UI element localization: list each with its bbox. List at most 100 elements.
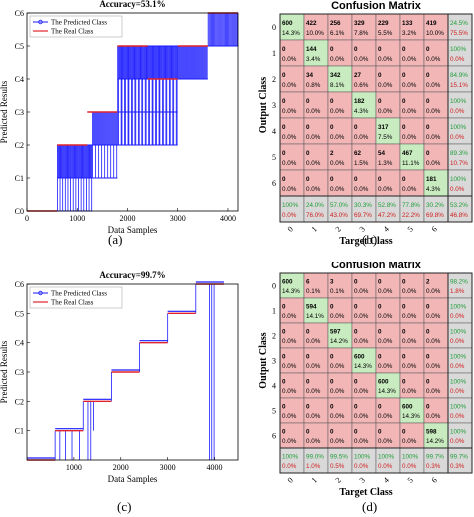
cell-count: 0	[378, 72, 382, 79]
cell-percent: 10.7%	[450, 160, 468, 167]
cell-percent: 0.0%	[402, 438, 417, 445]
cell-percent: 0.0%	[378, 313, 393, 320]
cell-count: 600	[282, 279, 293, 286]
cell-error: 3 0.1%	[327, 272, 353, 299]
x-tick-label: 4000	[220, 214, 236, 223]
cell-count: 600	[402, 404, 413, 411]
cell-background	[303, 272, 329, 299]
cell-error: 0 0.0%	[279, 91, 305, 119]
cell-error: 0 0.0%	[351, 322, 377, 349]
cell-percent: 8.1%	[330, 82, 345, 89]
cell-count: 100%	[450, 404, 467, 411]
cell-count: 229	[378, 20, 389, 27]
cell-correct: 144 3.4%	[303, 39, 329, 67]
cell-error: 0 0.0%	[399, 422, 425, 449]
cell-percent: 0.0%	[426, 388, 441, 395]
cell-error: 54 1.3%	[375, 143, 401, 171]
cell-percent: 14.2%	[426, 438, 444, 445]
row-summary-cell: 100% 0.0%	[447, 347, 473, 374]
cell-count: 53.2%	[450, 202, 468, 209]
y-tick-label: C4	[15, 339, 24, 348]
col-label: 6	[430, 476, 439, 485]
row-label: 2	[272, 332, 276, 341]
cell-background	[375, 272, 401, 299]
cell-correct: 594 14.1%	[303, 297, 329, 324]
cell-background	[447, 322, 473, 349]
cell-percent: 10.0%	[306, 30, 324, 37]
chart-title: Accuracy=99.7%	[99, 270, 165, 280]
col-label: 6	[430, 225, 439, 234]
cell-count: 0	[330, 404, 334, 411]
x-axis-label: Data Samples	[108, 225, 158, 235]
y-axis-label: Output Class	[258, 332, 269, 389]
cell-count: 0	[330, 429, 334, 436]
x-tick-label: 0	[25, 214, 29, 223]
col-summary-cell: 99.5% 0.5%	[327, 447, 353, 474]
cell-percent: 0.0%	[378, 186, 393, 193]
cell-count: 0	[306, 354, 310, 361]
cell-percent: 0.0%	[450, 186, 465, 193]
cell-percent: 0.0%	[450, 338, 465, 345]
cell-background	[351, 39, 377, 67]
row-label: 6	[272, 432, 276, 441]
legend-box	[29, 286, 123, 309]
y-tick-label: C1	[15, 174, 24, 183]
cell-percent: 0.1%	[330, 288, 345, 295]
cell-error: 0 0.0%	[303, 422, 329, 449]
cell-count: 0	[330, 98, 334, 105]
cell-error: 0 0.0%	[327, 39, 353, 67]
cell-count: 0	[354, 176, 358, 183]
cell-error: 0 0.0%	[375, 169, 401, 197]
cell-background	[447, 65, 473, 93]
legend-real-label: The Real Class	[51, 28, 94, 36]
cell-background	[279, 397, 305, 424]
cell-count: 0	[282, 150, 286, 157]
cell-percent: 0.0%	[354, 438, 369, 445]
cell-percent: 0.0%	[426, 363, 441, 370]
cell-count: 0	[378, 329, 382, 336]
cell-count: 0	[282, 354, 286, 361]
cell-count: 181	[426, 176, 437, 183]
cell-background	[279, 169, 305, 197]
y-tick-label: C6	[15, 9, 24, 18]
cell-error: 0 0.0%	[375, 397, 401, 424]
cell-count: 329	[354, 20, 365, 27]
cell-count: 0	[402, 279, 406, 286]
cell-count: 0	[330, 46, 334, 53]
cell-count: 100%	[450, 124, 467, 131]
cell-background	[303, 117, 329, 145]
row-summary-cell: 100% 0.0%	[447, 322, 473, 349]
cell-error: 0 0.0%	[375, 39, 401, 67]
cell-background	[375, 13, 401, 41]
predicted-class-series	[27, 281, 224, 460]
cell-count: 0	[378, 176, 382, 183]
cell-correct: 600 14.3%	[279, 272, 305, 299]
cell-error: 0 0.0%	[303, 347, 329, 374]
legend-predicted-marker	[38, 19, 43, 25]
cell-percent: 0.0%	[354, 56, 369, 63]
cell-count: 30.2%	[426, 202, 444, 209]
col-summary-cell: 100% 0.0%	[279, 195, 305, 223]
cell-percent: 0.0%	[306, 413, 321, 420]
col-summary-cell: 99.7% 0.3%	[423, 447, 449, 474]
cell-percent: 0.0%	[402, 288, 417, 295]
cell-count: 100%	[450, 379, 467, 386]
cell-count: 0	[402, 46, 406, 53]
cell-percent: 0.0%	[354, 338, 369, 345]
cell-percent: 7.8%	[354, 30, 369, 37]
cell-count: 0	[282, 379, 286, 386]
cell-count: 100%	[450, 98, 467, 105]
legend-real-label: The Real Class	[51, 299, 94, 307]
y-axis-label: Output Class	[258, 77, 269, 134]
col-label: 3	[358, 476, 367, 485]
cell-background	[375, 117, 401, 145]
cell-count: 0	[306, 379, 310, 386]
cell-percent: 0.0%	[378, 338, 393, 345]
cell-background	[375, 39, 401, 67]
cell-error: 2 0.0%	[423, 272, 449, 299]
cell-error: 0 0.0%	[399, 297, 425, 324]
cell-percent: 0.0%	[282, 388, 297, 395]
cell-background	[279, 91, 305, 119]
caption-b: (b)	[362, 232, 378, 247]
cell-count: 600	[354, 354, 365, 361]
